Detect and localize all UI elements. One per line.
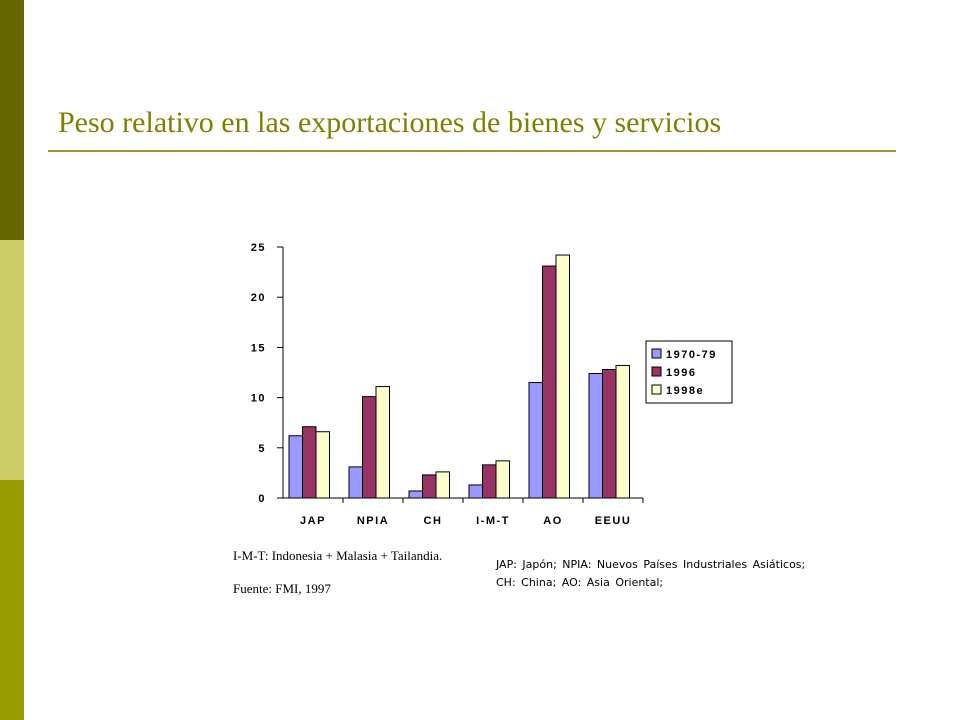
- bar-ao-1970-79: [528, 382, 543, 499]
- legend-label: 1996: [666, 367, 696, 379]
- bar-ch-1970-79: [408, 490, 423, 499]
- abbreviations-line-1: JAP: Japón; NPIA: Nuevos Países Industri…: [496, 558, 806, 571]
- bar-ch-1998e: [435, 471, 450, 499]
- y-tick-label: 5: [258, 443, 266, 455]
- bar-ch-1996: [422, 474, 437, 499]
- side-band-bottom: [0, 480, 24, 720]
- y-tick-label: 20: [251, 292, 266, 304]
- legend-swatch: [651, 384, 662, 395]
- source-note: Fuente: FMI, 1997: [233, 581, 331, 596]
- x-tick-label: EEUU: [595, 515, 632, 527]
- bar-eeuu-1998e: [615, 364, 630, 499]
- legend-label: 1970-79: [666, 349, 717, 361]
- side-band-middle: [0, 240, 24, 480]
- abbreviations-note: JAP: Japón; NPIA: Nuevos Países Industri…: [496, 556, 805, 592]
- x-tick-label: I-M-T: [476, 515, 510, 527]
- bar-jap-1970-79: [288, 435, 303, 499]
- bar-npia-1998e: [375, 386, 390, 499]
- bar-eeuu-1996: [602, 368, 617, 499]
- x-tick-label: AO: [543, 515, 563, 527]
- bar-npia-1996: [362, 396, 377, 499]
- legend-swatch: [651, 366, 662, 377]
- title-underline: [48, 150, 896, 152]
- bar-eeuu-1970-79: [588, 373, 603, 499]
- imt-note: I-M-T: Indonesia + Malasia + Tailandia.: [233, 548, 443, 563]
- bar-ao-1998e: [555, 254, 570, 499]
- bar-ao-1996: [542, 265, 557, 499]
- x-tick-label: CH: [424, 515, 443, 527]
- bar-i-m-t-1970-79: [468, 484, 483, 499]
- bar-i-m-t-1998e: [495, 460, 510, 499]
- legend-label: 1998e: [666, 385, 704, 397]
- bar-jap-1998e: [315, 431, 330, 499]
- x-tick-label: NPIA: [357, 515, 389, 527]
- y-tick-label: 25: [251, 242, 266, 254]
- abbreviations-line-2: CH: China; AO: Asia Oriental;: [496, 576, 664, 589]
- bar-jap-1996: [302, 426, 317, 499]
- slide-title: Peso relativo en las exportaciones de bi…: [58, 106, 722, 139]
- y-tick-label: 10: [251, 393, 266, 405]
- x-tick-label: JAP: [300, 515, 326, 527]
- bar-i-m-t-1996: [482, 464, 497, 499]
- side-band-top: [0, 0, 24, 240]
- legend-swatch: [651, 348, 662, 359]
- y-tick-label: 0: [258, 493, 266, 505]
- bar-npia-1970-79: [348, 466, 363, 499]
- y-tick-label: 15: [251, 342, 266, 354]
